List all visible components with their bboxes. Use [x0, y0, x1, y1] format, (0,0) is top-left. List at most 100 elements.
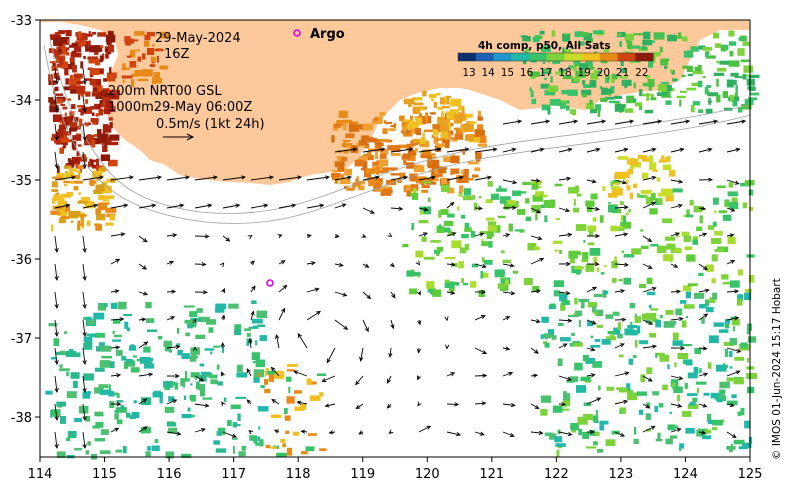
sst-pixel: [410, 115, 414, 122]
sst-pixel: [625, 108, 634, 113]
sst-pixel: [163, 340, 173, 347]
sst-pixel: [89, 59, 101, 64]
sst-pixel: [183, 395, 187, 400]
sst-pixel: [406, 189, 412, 197]
sst-pixel: [721, 274, 729, 280]
sst-pixel: [596, 324, 603, 328]
sst-pixel: [190, 414, 195, 418]
sst-pixel: [78, 94, 81, 100]
sst-pixel: [387, 145, 393, 151]
sst-pixel: [627, 169, 634, 175]
sst-pixel: [744, 420, 750, 429]
sst-pixel: [69, 78, 81, 86]
sst-pixel: [431, 166, 435, 173]
sst-pixel: [407, 155, 416, 161]
sst-pixel: [367, 176, 379, 182]
sst-pixel: [677, 394, 680, 402]
sst-pixel: [569, 342, 574, 347]
sst-pixel: [144, 34, 151, 41]
current-arrow: [247, 235, 253, 240]
sst-pixel: [437, 116, 445, 125]
sst-pixel: [393, 123, 397, 129]
sst-pixel: [728, 60, 740, 67]
sst-pixel: [565, 33, 571, 36]
sst-pixel: [592, 361, 602, 368]
sst-pixel: [390, 125, 394, 128]
current-arrow: [248, 429, 254, 435]
sst-pixel: [724, 323, 730, 329]
sst-pixel: [544, 215, 548, 223]
sst-pixel: [145, 451, 151, 457]
sst-pixel: [486, 234, 493, 239]
sst-pixel: [649, 333, 656, 338]
sst-pixel: [403, 119, 414, 122]
sst-pixel: [523, 277, 533, 285]
sst-pixel: [650, 243, 659, 247]
sst-pixel: [453, 127, 461, 131]
sst-pixel: [106, 76, 116, 82]
sst-pixel: [646, 93, 649, 101]
sst-pixel: [99, 100, 103, 108]
current-arrow: [82, 319, 87, 338]
sst-pixel: [550, 76, 553, 83]
sst-pixel: [619, 410, 622, 414]
sst-pixel: [547, 106, 551, 115]
sst-pixel: [742, 74, 747, 80]
sst-pixel: [415, 250, 424, 258]
sst-pixel: [735, 85, 738, 93]
current-arrow: [558, 207, 571, 213]
sst-pixel: [540, 83, 550, 89]
sst-pixel: [147, 446, 151, 451]
sst-pixel: [53, 72, 60, 79]
sst-pixel: [87, 441, 91, 446]
current-arrow: [416, 375, 421, 381]
current-arrow: [698, 372, 709, 377]
sst-pixel: [388, 128, 396, 131]
sst-pixel: [50, 35, 62, 41]
sst-pixel: [501, 271, 506, 274]
sst-pixel: [716, 78, 719, 87]
current-arrow: [82, 347, 87, 366]
sst-pixel: [726, 79, 734, 88]
sst-pixel: [287, 364, 298, 367]
current-arrow: [726, 289, 740, 294]
sst-pixel: [740, 407, 745, 416]
sst-pixel: [581, 259, 589, 263]
sst-pixel: [441, 131, 448, 139]
sst-pixel: [573, 199, 576, 206]
sst-pixel: [598, 70, 602, 74]
sst-pixel: [358, 180, 366, 185]
sst-pixel: [702, 76, 706, 78]
sst-pixel: [686, 66, 693, 72]
current-arrow: [334, 291, 348, 297]
sst-pixel: [633, 82, 636, 89]
sst-pixel: [550, 303, 555, 308]
sst-pixel: [116, 393, 120, 398]
current-arrow: [361, 233, 367, 238]
current-arrow: [446, 290, 456, 295]
sst-pixel: [659, 159, 667, 163]
sst-pixel: [209, 374, 218, 379]
sst-pixel: [260, 385, 265, 389]
sst-pixel: [85, 316, 92, 321]
credit-label: © IMOS 01-Jun-2024 15:17 Hobart: [771, 278, 783, 460]
sst-pixel: [490, 193, 500, 200]
sst-pixel: [55, 192, 59, 196]
sst-pixel: [130, 367, 140, 373]
sst-pixel: [337, 163, 345, 172]
sst-pixel: [531, 182, 539, 190]
current-arrow: [726, 179, 740, 185]
sst-pixel: [383, 120, 387, 124]
current-arrow: [698, 430, 707, 435]
sst-pixel: [461, 234, 469, 239]
sst-pixel: [255, 340, 258, 346]
sst-pixel: [63, 165, 72, 169]
current-arrow: [614, 232, 629, 237]
sst-pixel: [140, 397, 152, 405]
sst-pixel: [106, 51, 111, 55]
sst-pixel: [599, 215, 604, 223]
sst-pixel: [62, 133, 68, 141]
sst-pixel: [500, 278, 505, 282]
current-arrow: [278, 307, 286, 321]
sst-pixel: [108, 117, 113, 121]
